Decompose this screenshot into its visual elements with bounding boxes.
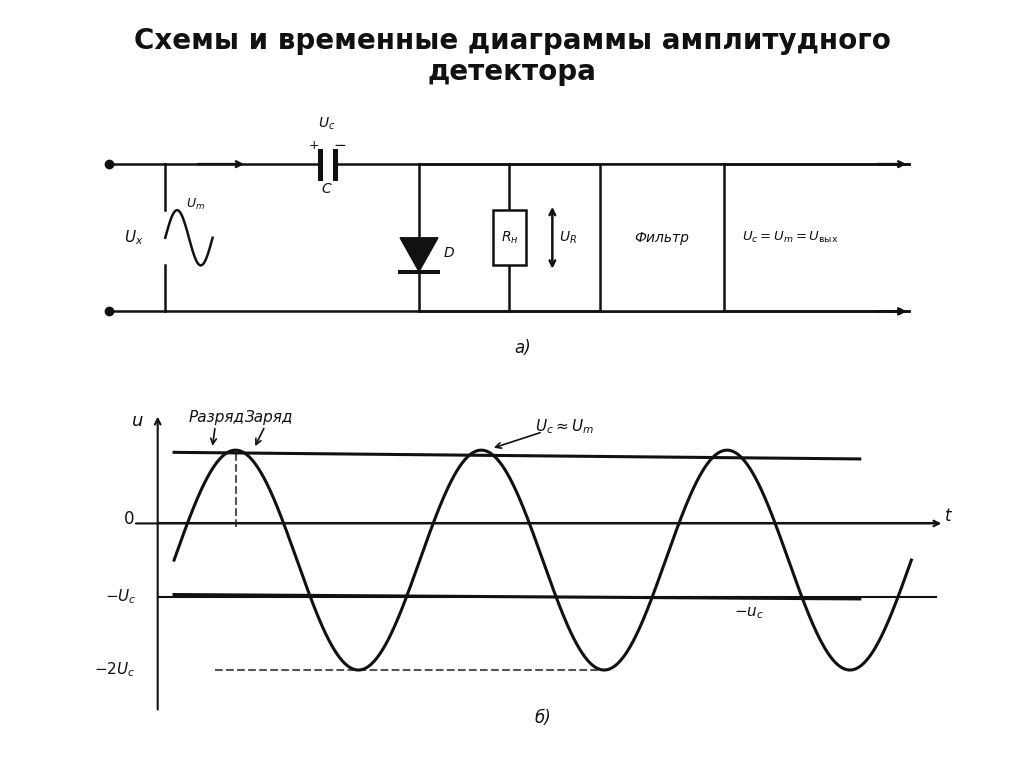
Text: $-U_c$: $-U_c$ (105, 588, 136, 606)
Text: Схемы и временные диаграммы амплитудного: Схемы и временные диаграммы амплитудного (133, 27, 891, 55)
Text: Фильтр: Фильтр (635, 231, 689, 245)
Text: +: + (309, 140, 319, 152)
Text: $D$: $D$ (443, 246, 455, 260)
Text: $u$: $u$ (131, 413, 143, 430)
Text: $0$: $0$ (123, 510, 135, 528)
Text: $U_c \approx U_m$: $U_c \approx U_m$ (536, 417, 594, 436)
Bar (600, 164, 724, 311)
Text: $R_н$: $R_н$ (501, 229, 518, 246)
Text: $U_x$: $U_x$ (124, 229, 143, 247)
Text: $U_m$: $U_m$ (185, 196, 205, 212)
Text: $t$: $t$ (944, 507, 952, 525)
Text: Разряд: Разряд (189, 410, 245, 425)
Text: $-2U_c$: $-2U_c$ (94, 660, 136, 680)
Polygon shape (400, 238, 438, 272)
Text: а): а) (514, 339, 530, 357)
Text: Заряд: Заряд (245, 410, 294, 425)
Text: −: − (334, 138, 346, 153)
Text: $-u_c$: $-u_c$ (734, 605, 764, 621)
Text: детектора: детектора (428, 58, 596, 86)
Text: б): б) (535, 709, 551, 727)
Text: $U_c{=}U_m{=}U_{\rm вых}$: $U_c{=}U_m{=}U_{\rm вых}$ (741, 230, 838, 245)
Bar (493, 210, 525, 265)
Text: $U_c$: $U_c$ (318, 116, 336, 133)
Text: $C$: $C$ (322, 182, 333, 196)
Text: $U_R$: $U_R$ (559, 229, 577, 246)
